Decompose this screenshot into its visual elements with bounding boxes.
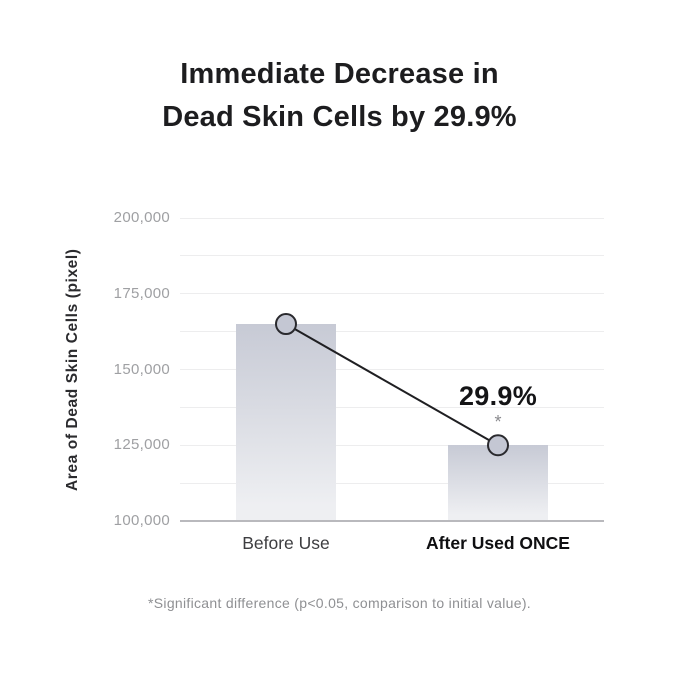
chart-title-line-1: Immediate Decrease in [180,58,499,90]
x-tick-label-after-used-once: After Used ONCE [426,533,570,553]
y-tick-label: 150,000 [113,360,170,378]
chart-title: Immediate Decrease in Dead Skin Cells by… [0,53,679,139]
gridline [180,293,604,295]
gridline [180,255,604,257]
connector-line [285,323,499,447]
connector-overlay [275,313,509,457]
bar-after-used-once [448,445,548,521]
x-tick-label-before-use: Before Use [242,533,330,553]
decrease-annotation: 29.9% * [458,381,538,433]
y-tick-label: 100,000 [113,512,170,529]
gridline [180,331,604,333]
gridline [180,217,604,219]
data-point-marker [275,313,297,336]
x-axis-tick-labels: Before Use After Used ONCE [180,531,604,557]
bar-before-use [236,324,336,521]
data-point-marker [487,434,509,457]
gridline [180,369,604,370]
gridline [180,444,604,446]
gridline [180,406,604,408]
y-tick-label: 125,000 [113,436,170,454]
y-tick-label: 175,000 [113,284,170,302]
gridline [180,482,604,484]
significance-asterisk-icon: * [494,412,502,433]
significance-footnote: *Significant difference (p<0.05, compari… [148,595,531,611]
decrease-percentage-label: 29.9% [458,381,538,412]
chart-title-line-2: Dead Skin Cells by 29.9% [162,101,517,133]
y-axis-tick-labels: 100,000 125,000 150,000 175,000 200,000 [0,209,170,529]
x-axis-baseline [180,520,604,522]
plot-area: 29.9% * [180,217,604,522]
y-tick-label: 200,000 [113,209,170,226]
